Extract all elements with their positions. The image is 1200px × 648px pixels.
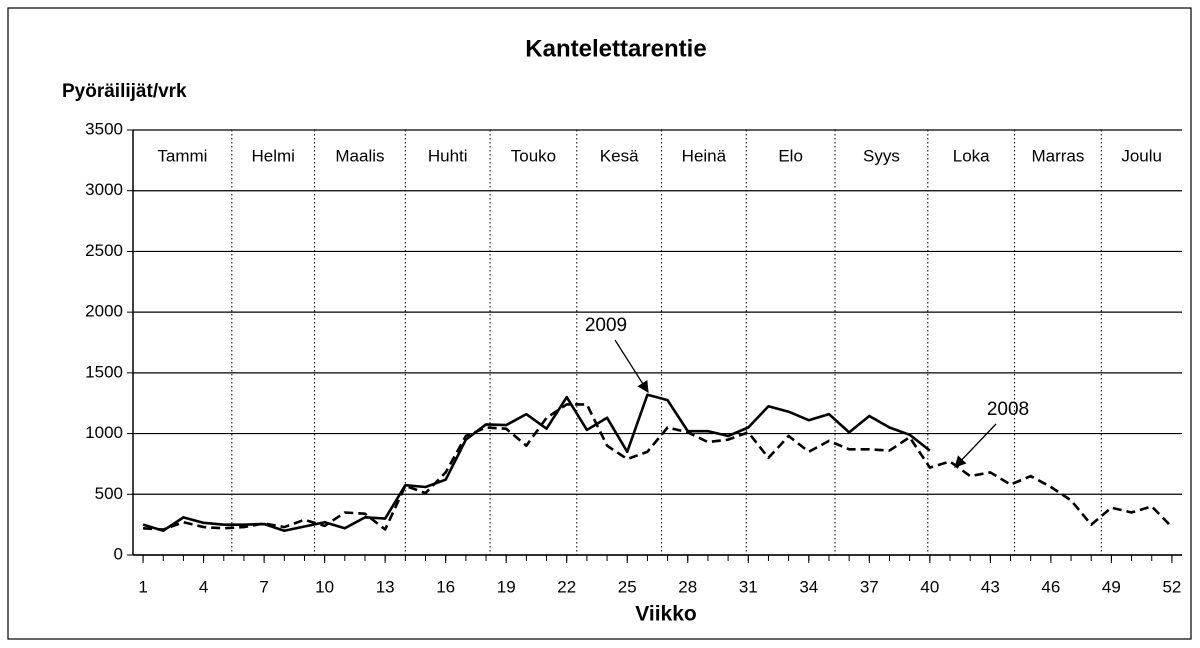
x-tick-label: 43 [981, 577, 1000, 596]
x-tick-label: 34 [799, 577, 818, 596]
annotation-arrow [954, 423, 997, 468]
x-tick-label: 46 [1041, 577, 1060, 596]
x-tick-label: 19 [497, 577, 516, 596]
x-tick-label: 1 [138, 577, 147, 596]
month-label: Loka [953, 146, 990, 165]
legend-label: 2008 [987, 399, 1029, 420]
month-label: Helmi [251, 146, 294, 165]
month-label: Elo [778, 146, 803, 165]
frame [7, 7, 1192, 640]
month-label: Maalis [335, 146, 384, 165]
month-label: Joulu [1121, 146, 1162, 165]
month-label: Heinä [682, 146, 727, 165]
month-label: Syys [863, 146, 900, 165]
month-label: Tammi [157, 146, 207, 165]
x-axis-label: Viikko [635, 603, 696, 626]
y-tick-label: 3500 [85, 119, 123, 138]
series-line [143, 403, 1173, 531]
x-tick-label: 28 [678, 577, 697, 596]
x-tick-label: 49 [1102, 577, 1121, 596]
x-tick-label: 4 [199, 577, 208, 596]
y-tick-label: 1000 [85, 423, 123, 442]
y-axis-label: Pyöräilijät/vrk [62, 81, 187, 102]
month-label: Touko [511, 146, 556, 165]
y-tick-label: 2000 [85, 302, 123, 321]
x-tick-label: 16 [436, 577, 455, 596]
chart-title: Kantelettarentie [525, 35, 706, 62]
x-tick-label: 31 [739, 577, 758, 596]
x-tick-label: 52 [1162, 577, 1181, 596]
x-tick-label: 40 [920, 577, 939, 596]
x-tick-label: 25 [618, 577, 637, 596]
x-tick-label: 7 [259, 577, 268, 596]
y-tick-label: 1500 [85, 362, 123, 381]
month-label: Huhti [428, 146, 468, 165]
y-tick-label: 500 [95, 484, 123, 503]
legend-label: 2009 [585, 315, 627, 336]
y-tick-label: 2500 [85, 241, 123, 260]
annotation-arrow [614, 339, 649, 393]
x-tick-label: 10 [315, 577, 334, 596]
y-tick-label: 3000 [85, 180, 123, 199]
month-label: Kesä [600, 146, 639, 165]
x-tick-label: 13 [376, 577, 395, 596]
month-label: Marras [1031, 146, 1084, 165]
x-tick-label: 22 [557, 577, 576, 596]
x-tick-label: 37 [860, 577, 879, 596]
y-tick-label: 0 [114, 544, 123, 563]
series-line [142, 393, 931, 533]
